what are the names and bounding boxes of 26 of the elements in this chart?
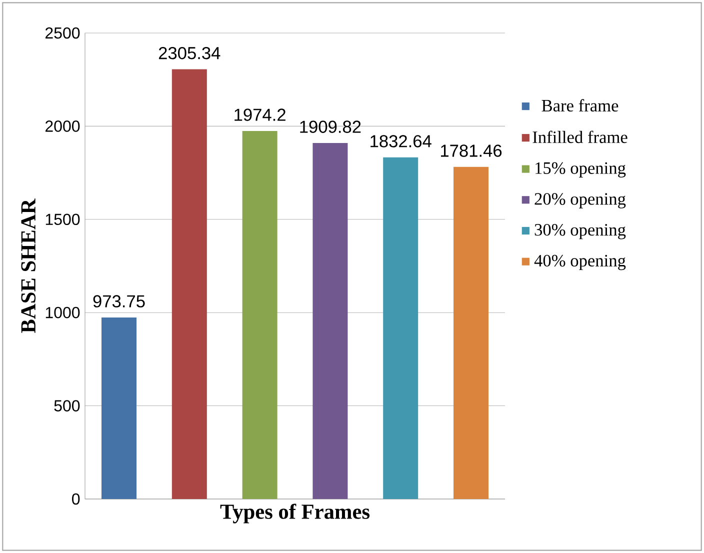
x-axis-title: Types of Frames [220, 504, 370, 524]
legend-label: 40% opening [534, 254, 626, 270]
y-tick-label: 2000 [45, 120, 80, 132]
y-tick-label: 0 [72, 493, 80, 505]
legend-label: Infilled frame [532, 130, 628, 144]
bar [383, 157, 418, 499]
y-tick-label: 500 [54, 400, 80, 412]
data-label: 1781.46 [440, 144, 502, 157]
data-label: 2305.34 [158, 46, 220, 60]
legend-label: 30% opening [534, 224, 626, 240]
y-tick-label: 1500 [46, 214, 80, 226]
y-tick-label: 1000 [46, 306, 80, 318]
bar [454, 166, 488, 499]
bar [242, 131, 278, 499]
y-axis-title: BASE SHEAR [21, 198, 36, 333]
bar [172, 69, 207, 499]
legend-label: Bare frame [542, 99, 618, 112]
y-tick-label: 2500 [45, 27, 80, 39]
legend-label: 20% opening [534, 193, 626, 208]
data-label: 973.75 [93, 295, 145, 308]
bar [102, 317, 137, 499]
legend-label: 15% opening [536, 162, 626, 178]
data-label: 1832.64 [370, 135, 432, 148]
bar [312, 143, 348, 499]
data-label: 1909.82 [300, 120, 361, 133]
data-label: 1974.2 [234, 108, 286, 121]
